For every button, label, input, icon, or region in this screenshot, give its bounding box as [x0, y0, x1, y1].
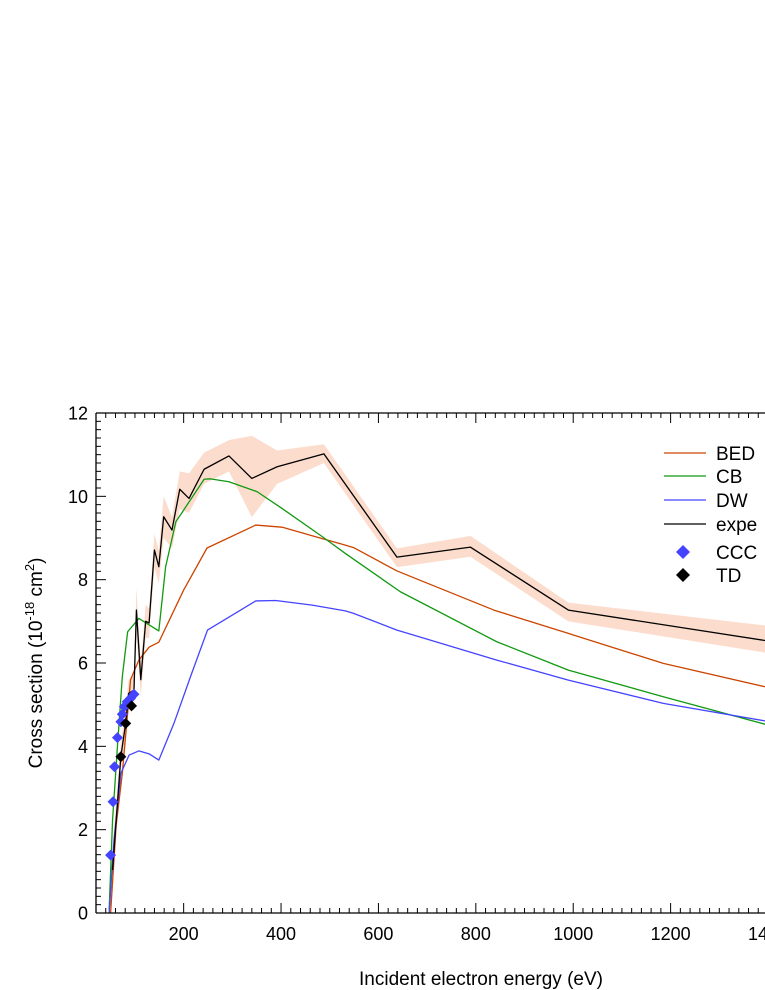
- y-axis-label-exp2: 2: [22, 564, 37, 571]
- x-tick-label: 200: [169, 924, 199, 944]
- x-tick-label: 800: [461, 924, 491, 944]
- y-tick-label: 2: [78, 820, 88, 840]
- y-axis-label: Cross section (10-18 cm2): [22, 558, 47, 769]
- x-axis-label: Incident electron energy (eV): [359, 969, 603, 990]
- x-tick-label: 400: [266, 924, 296, 944]
- legend-label-dw: DW: [716, 491, 748, 512]
- y-tick-label: 10: [68, 487, 88, 507]
- marker-ccc: [116, 708, 128, 720]
- y-axis-label-exp1: -18: [22, 602, 37, 621]
- y-axis-label-end: ): [26, 558, 47, 564]
- series-line-expe: [111, 453, 765, 871]
- legend-marker-ccc: [676, 545, 690, 559]
- legend-label-ccc: CCC: [716, 543, 757, 564]
- marker-td: [120, 717, 132, 729]
- series-lines-layer: [108, 453, 765, 914]
- y-tick-label: 0: [78, 904, 88, 924]
- y-tick-label: 8: [78, 570, 88, 590]
- y-tick-label: 4: [78, 737, 88, 757]
- series-line-dw: [108, 599, 765, 914]
- legend-marker-td: [676, 568, 690, 582]
- marker-td: [126, 700, 138, 712]
- y-axis-label-mid: cm: [26, 571, 47, 602]
- tick-labels: 200 400 600 800 1000 1200 1400 0 2 4 6 8 10 12: [68, 404, 765, 945]
- series-line-bed: [109, 524, 765, 914]
- marker-td: [115, 751, 127, 763]
- x-tick-label: 1200: [651, 924, 691, 944]
- marker-ccc: [118, 701, 130, 713]
- markers-layer: [105, 688, 140, 861]
- marker-ccc: [105, 849, 117, 861]
- legend-label-expe: expe: [716, 515, 757, 536]
- marker-ccc: [128, 688, 140, 700]
- legend-label-bed: BED: [716, 444, 755, 465]
- legend-label-td: TD: [716, 566, 741, 587]
- x-tick-label: 1400: [748, 924, 765, 944]
- series-line-cb: [108, 478, 765, 911]
- legend-label-cb: CB: [716, 467, 742, 488]
- x-tick-label: 1000: [553, 924, 593, 944]
- marker-ccc: [109, 761, 121, 773]
- y-tick-label: 6: [78, 654, 88, 674]
- y-tick-label: 12: [68, 404, 88, 424]
- marker-ccc: [107, 796, 119, 808]
- x-tick-label: 600: [363, 924, 393, 944]
- y-axis-label-main: Cross section (10: [26, 621, 47, 769]
- axes: [95, 412, 765, 914]
- marker-ccc: [121, 696, 133, 708]
- marker-ccc: [111, 732, 123, 744]
